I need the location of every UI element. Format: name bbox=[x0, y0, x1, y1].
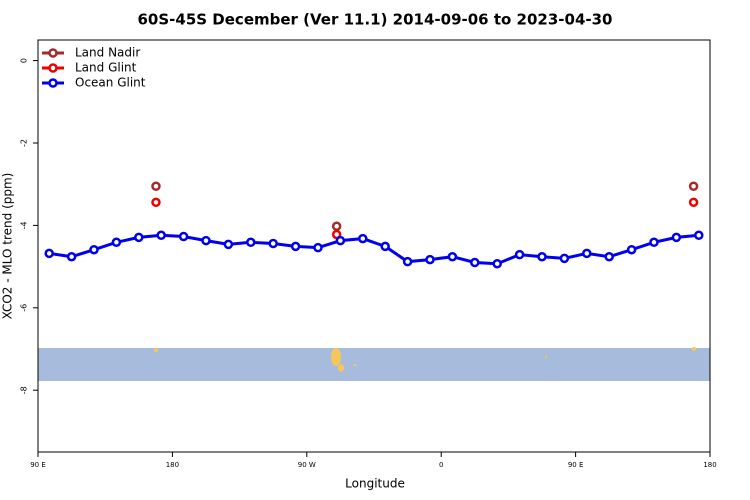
point bbox=[604, 251, 614, 262]
point bbox=[331, 221, 342, 231]
point bbox=[492, 258, 502, 269]
legend-label: Ocean Glint bbox=[75, 76, 146, 90]
point bbox=[582, 248, 592, 259]
chart-title: 60S-45S December (Ver 11.1) 2014-09-06 t… bbox=[138, 11, 613, 29]
point bbox=[313, 242, 323, 253]
point bbox=[268, 238, 278, 249]
y-axis-label: XCO2 - MLO trend (ppm) bbox=[1, 173, 15, 320]
point bbox=[111, 237, 122, 248]
point bbox=[178, 231, 189, 242]
point bbox=[151, 197, 161, 208]
point bbox=[44, 248, 54, 259]
legend-marker bbox=[48, 63, 58, 73]
y-tick-label: -2 bbox=[20, 139, 29, 147]
point bbox=[201, 235, 211, 246]
map-strip bbox=[38, 348, 710, 381]
point bbox=[223, 239, 234, 250]
land-shapes bbox=[154, 347, 697, 372]
y-tick-label: -6 bbox=[20, 304, 29, 312]
x-tick-label: 90 E bbox=[30, 461, 46, 469]
point bbox=[447, 251, 458, 262]
point bbox=[134, 232, 144, 243]
point bbox=[358, 233, 368, 244]
point bbox=[66, 251, 77, 262]
y-tick-label: -8 bbox=[20, 386, 29, 394]
point bbox=[380, 241, 390, 252]
point bbox=[671, 232, 682, 243]
point bbox=[694, 230, 704, 241]
y-tick-label: 0 bbox=[20, 58, 29, 63]
point bbox=[290, 241, 301, 252]
y-tick-label: -4 bbox=[20, 221, 29, 229]
point bbox=[559, 253, 570, 264]
point bbox=[335, 235, 346, 246]
legend-marker bbox=[48, 48, 58, 58]
point bbox=[402, 256, 413, 267]
point bbox=[470, 257, 480, 268]
legend-marker bbox=[48, 78, 58, 88]
legend-label: Land Glint bbox=[75, 61, 137, 75]
plot-frame bbox=[37, 39, 711, 453]
x-tick-label: 180 bbox=[703, 461, 716, 469]
x-tick-label: 90 W bbox=[298, 461, 316, 469]
point bbox=[89, 244, 99, 255]
x-axis-label: Longitude bbox=[345, 477, 405, 491]
point bbox=[649, 237, 659, 248]
x-tick-label: 90 E bbox=[568, 461, 584, 469]
point bbox=[151, 181, 161, 192]
point bbox=[425, 254, 435, 265]
legend-label: Land Nadir bbox=[75, 46, 140, 60]
point bbox=[626, 244, 637, 255]
point bbox=[537, 251, 547, 262]
point bbox=[156, 230, 166, 241]
point bbox=[688, 197, 699, 208]
point bbox=[246, 237, 256, 248]
x-tick-label: 180 bbox=[166, 461, 179, 469]
point bbox=[688, 181, 699, 192]
point bbox=[514, 249, 525, 260]
x-tick-label: 0 bbox=[439, 461, 443, 469]
